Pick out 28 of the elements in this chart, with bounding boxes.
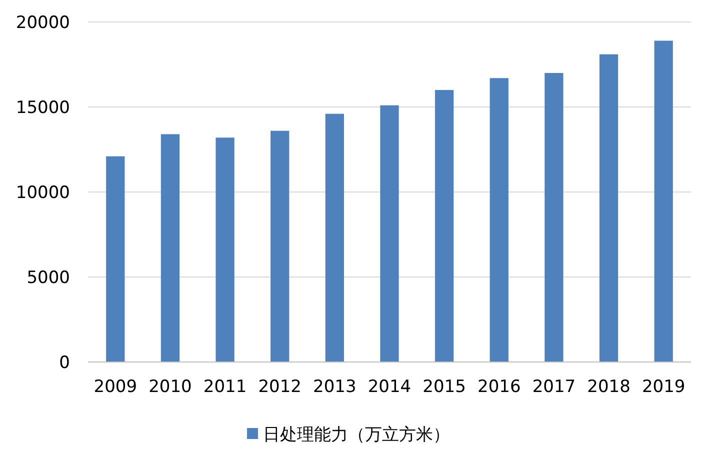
x-tick-label: 2012 — [258, 377, 302, 397]
x-tick-label: 2010 — [148, 377, 192, 397]
x-tick-label: 2019 — [642, 377, 686, 397]
legend-label: 日处理能力（万立方米） — [263, 424, 450, 445]
y-tick-label: 20000 — [16, 12, 70, 33]
y-tick-label: 5000 — [26, 268, 70, 288]
bar — [380, 105, 399, 362]
bar — [544, 73, 564, 362]
bar — [435, 90, 454, 362]
x-tick-label: 2013 — [313, 377, 356, 397]
bar — [599, 54, 618, 362]
y-tick-label: 15000 — [16, 98, 70, 118]
bar — [106, 156, 125, 362]
x-tick-label: 2015 — [422, 377, 466, 397]
bar — [216, 138, 234, 362]
x-tick-label: 2014 — [368, 377, 412, 397]
x-tick-label: 2016 — [478, 377, 521, 397]
y-tick-label: 0 — [59, 352, 70, 373]
bar — [654, 40, 673, 362]
x-tick-label: 2018 — [587, 377, 630, 397]
bar — [160, 134, 180, 362]
x-tick-label: 2009 — [94, 377, 138, 397]
bar — [325, 114, 344, 362]
y-tick-label: 10000 — [16, 182, 70, 203]
x-tick-label: 2017 — [532, 377, 576, 397]
bar — [270, 130, 290, 362]
bar — [490, 78, 508, 362]
x-tick-label: 2011 — [203, 377, 247, 397]
